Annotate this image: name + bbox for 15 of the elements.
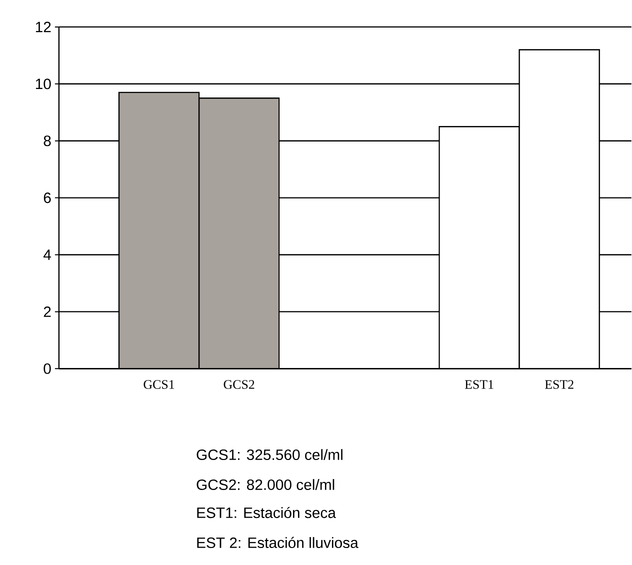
x-tick-label: EST1 bbox=[464, 380, 494, 389]
text: GCS2: 82.000 cel/ml bbox=[196, 478, 334, 490]
y-tick-label: 2 bbox=[44, 306, 51, 317]
y-tick-label: 4 bbox=[43, 249, 51, 260]
text: EST1: Estación seca bbox=[197, 506, 336, 518]
y-tick-label: 12 bbox=[36, 22, 51, 32]
x-tick-label: GCS1 bbox=[144, 380, 174, 389]
y-tick-label: 8 bbox=[44, 135, 51, 146]
text: GCS1: 325.560 cel/ml bbox=[196, 448, 342, 460]
y-tick-label: 6 bbox=[44, 192, 51, 203]
x-tick-label: GCS2 bbox=[224, 380, 254, 389]
y-tick-label: 0 bbox=[44, 363, 51, 374]
y-tick-label: 10 bbox=[36, 78, 51, 89]
x-tick-label: EST2 bbox=[544, 380, 574, 389]
text: EST 2: Estación lluviosa bbox=[197, 536, 358, 548]
